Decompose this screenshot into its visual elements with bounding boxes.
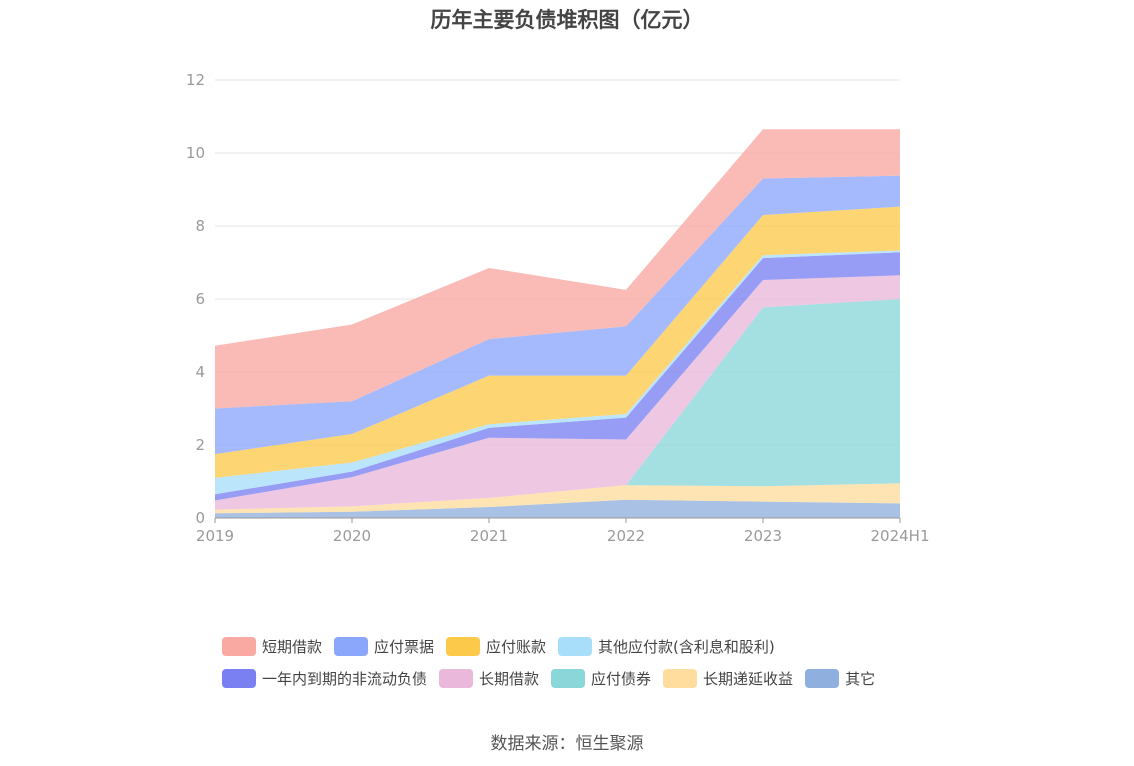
legend-row: 短期借款 应付票据 应付账款 其他应付款(含利息和股利) — [222, 630, 982, 662]
area-series-1 — [215, 483, 900, 514]
legend-item[interactable]: 其他应付款(含利息和股利) — [558, 636, 775, 657]
legend-item[interactable]: 短期借款 — [222, 636, 322, 657]
chart-title: 历年主要负债堆积图（亿元） — [430, 8, 704, 32]
legend-item[interactable]: 应付账款 — [446, 636, 546, 657]
legend-label: 应付票据 — [374, 637, 435, 656]
legend-label: 一年内到期的非流动负债 — [262, 669, 428, 688]
legend-item[interactable]: 长期递延收益 — [663, 668, 793, 689]
y-tick-label: 0 — [195, 509, 205, 527]
legend-swatch — [663, 668, 698, 688]
legend-swatch — [222, 636, 256, 656]
area-series-2 — [215, 299, 900, 510]
legend-label: 应付账款 — [486, 637, 547, 656]
x-tick-label: 2019 — [196, 527, 234, 545]
legend-swatch — [334, 636, 369, 656]
legend-label: 短期借款 — [262, 637, 323, 656]
x-tick-label: 2022 — [607, 527, 645, 545]
legend-label: 应付债券 — [591, 669, 652, 688]
x-tick-label: 2021 — [470, 527, 508, 545]
x-tick-label: 2023 — [744, 527, 782, 545]
area-series-7 — [215, 175, 900, 455]
area-series-group — [215, 129, 900, 518]
legend-label: 其它 — [845, 669, 876, 688]
axes: 0 2 4 6 8 10 12 2019 2020 2021 2022 2023 2024H1 — [186, 71, 930, 545]
stacked-area-chart: 0 2 4 6 8 10 12 2019 2020 2021 2022 2023 2024H1 — [186, 71, 930, 545]
y-tick-label: 2 — [195, 436, 205, 454]
legend-swatch — [805, 668, 840, 688]
area-series-0 — [215, 499, 900, 518]
chart-legend: 短期借款 应付票据 应付账款 其他应付款(含利息和股利) 一年内到期的非流动负债 长期借款… — [222, 630, 982, 694]
legend-row: 一年内到期的非流动负债 长期借款 应付债券 长期递延收益 其它 — [222, 662, 982, 694]
legend-label: 其他应付款(含利息和股利) — [598, 637, 775, 656]
legend-item[interactable]: 长期借款 — [439, 668, 539, 689]
y-tick-label: 8 — [195, 217, 205, 235]
legend-swatch — [446, 636, 481, 656]
legend-item[interactable]: 其它 — [805, 668, 875, 689]
legend-label: 长期递延收益 — [703, 669, 794, 688]
x-tick-label: 2024H1 — [871, 527, 930, 545]
legend-swatch — [222, 668, 256, 688]
area-series-4 — [215, 252, 900, 501]
area-series-3 — [215, 275, 900, 510]
legend-item[interactable]: 应付票据 — [334, 636, 434, 657]
legend-swatch — [439, 668, 474, 688]
y-tick-label: 10 — [186, 144, 205, 162]
y-tick-label: 4 — [195, 363, 205, 381]
y-tick-label: 12 — [186, 71, 205, 89]
area-series-8 — [215, 129, 900, 409]
source-note: 数据来源：恒生聚源 — [490, 734, 644, 754]
x-tick-label: 2020 — [333, 527, 371, 545]
legend-swatch — [551, 668, 586, 688]
y-tick-label: 6 — [195, 290, 205, 308]
legend-swatch — [558, 636, 593, 656]
legend-label: 长期借款 — [479, 669, 540, 688]
legend-item[interactable]: 一年内到期的非流动负债 — [222, 668, 427, 689]
area-series-6 — [215, 206, 900, 478]
legend-item[interactable]: 应付债券 — [551, 668, 651, 689]
